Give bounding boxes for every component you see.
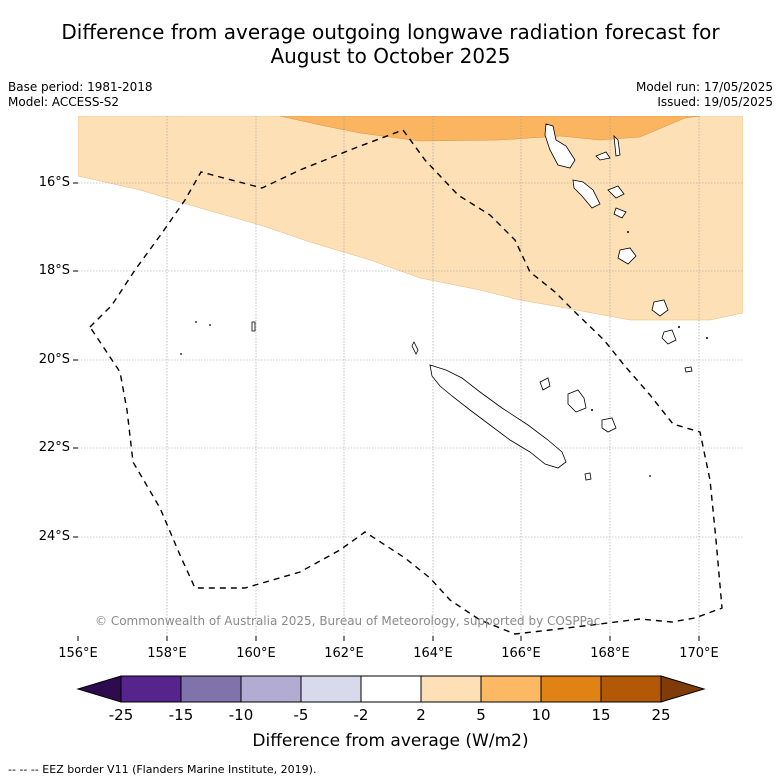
colorbar-extend-high <box>660 675 706 703</box>
colorbar-label-15: 15 <box>591 706 611 724</box>
vanuatu-malakula <box>572 179 601 209</box>
colorbar-extend-low <box>76 675 122 703</box>
lon-label-156e: 156°E <box>58 646 98 661</box>
meta-left: Base period: 1981-2018 Model: ACCESS-S2 <box>8 80 153 110</box>
colorbar-label-25: 25 <box>651 706 671 724</box>
lon-label-160e: 160°E <box>236 646 276 661</box>
islet-7 <box>591 409 593 411</box>
colorbar-bin-4 <box>300 675 362 703</box>
vanuatu-tanna <box>661 329 677 345</box>
colorbar-label-10: 10 <box>531 706 551 724</box>
colorbar-label-5: 5 <box>476 706 486 724</box>
islet-5 <box>678 326 680 328</box>
colorbar-label-minus-25: -25 <box>108 706 134 724</box>
colorbar-title: Difference from average (W/m2) <box>252 731 529 751</box>
map-plot-area <box>78 116 743 636</box>
lat-label-16s: 16°S <box>38 175 70 190</box>
islet-3 <box>180 353 182 355</box>
meta-right: Model run: 17/05/2025 Issued: 19/05/2025 <box>636 80 773 110</box>
colorbar-label-minus-2: -2 <box>353 706 369 724</box>
colorbar-bin-3 <box>240 675 302 703</box>
title-line-2: August to October 2025 <box>270 44 511 68</box>
lon-label-166e: 166°E <box>501 646 541 661</box>
colorbar-bin-1 <box>120 675 182 703</box>
lat-label-24s: 24°S <box>38 529 70 544</box>
loyalty-island-ouvea <box>539 377 551 391</box>
lat-label-22s: 22°S <box>38 440 70 455</box>
issued-text: Issued: 19/05/2025 <box>657 95 773 109</box>
loyalty-island-lifou <box>567 389 587 413</box>
eez-legend-footer: -- -- -- EEZ border V11 (Flanders Marine… <box>8 763 317 776</box>
colorbar-bin-6 <box>420 675 482 703</box>
lon-label-170e: 170°E <box>679 646 719 661</box>
colorbar-label-2: 2 <box>416 706 426 724</box>
lon-label-168e: 168°E <box>590 646 630 661</box>
lat-label-18s: 18°S <box>38 263 70 278</box>
colorbar-bin-7 <box>480 675 542 703</box>
lat-label-20s: 20°S <box>38 352 70 367</box>
vanuatu-maewo <box>613 134 621 157</box>
lon-label-164e: 164°E <box>413 646 453 661</box>
vanuatu-pentecost-islets <box>607 185 625 199</box>
lon-label-162e: 162°E <box>324 646 364 661</box>
belep-island <box>411 341 419 355</box>
base-period-text: Base period: 1981-2018 <box>8 80 153 94</box>
isle-of-pines <box>584 472 592 481</box>
new-caledonia-island <box>429 364 567 469</box>
vanuatu-espiritu-santo <box>544 123 576 169</box>
colorbar-bin-5 <box>360 675 422 703</box>
model-text: Model: ACCESS-S2 <box>8 95 120 109</box>
gridlines <box>78 116 743 636</box>
model-run-text: Model run: 17/05/2025 <box>635 80 773 94</box>
islet-6 <box>706 337 708 339</box>
anomaly-region-5-10 <box>279 116 701 142</box>
eez-border <box>89 129 723 635</box>
colorbar-bin-9 <box>600 675 662 703</box>
colorbar-bin-2 <box>180 675 242 703</box>
colorbar <box>76 675 706 703</box>
copyright-notice: © Commonwealth of Australia 2025, Bureau… <box>95 614 601 628</box>
vanuatu-aneityum <box>684 366 693 373</box>
map-title: Difference from average outgoing longwav… <box>0 20 781 68</box>
chesterfield-islet <box>251 321 256 332</box>
islet-1 <box>195 321 197 323</box>
vanuatu-efate <box>617 247 637 265</box>
islet-8 <box>627 231 629 233</box>
lon-label-158e: 158°E <box>147 646 187 661</box>
anomaly-region-2-5 <box>78 116 743 321</box>
colorbar-label-minus-15: -15 <box>168 706 194 724</box>
vanuatu-ambae <box>595 151 611 161</box>
title-line-1: Difference from average outgoing longwav… <box>61 20 720 44</box>
islet-2 <box>209 324 211 326</box>
vanuatu-erromango <box>651 299 669 317</box>
colorbar-label-minus-10: -10 <box>228 706 254 724</box>
colorbar-bin-8 <box>540 675 602 703</box>
axis-ticks <box>73 182 700 641</box>
loyalty-island-mare <box>601 417 617 433</box>
vanuatu-epi <box>613 207 627 219</box>
colorbar-label-minus-5: -5 <box>293 706 309 724</box>
islet-4 <box>649 475 651 477</box>
